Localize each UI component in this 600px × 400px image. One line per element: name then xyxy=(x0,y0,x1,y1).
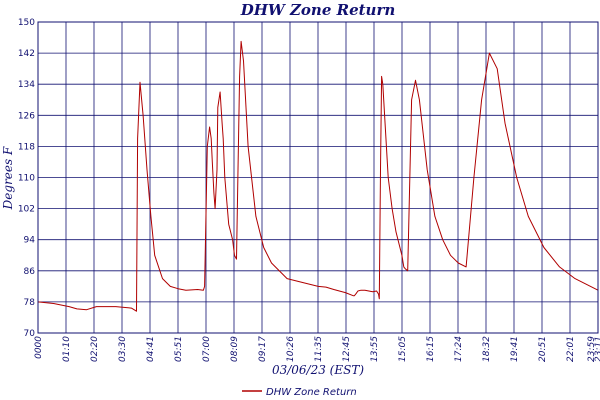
x-tick-label: 20:51 xyxy=(538,336,548,362)
y-tick-label: 86 xyxy=(24,267,36,277)
y-tick-label: 102 xyxy=(18,205,35,215)
y-tick-label: 78 xyxy=(24,298,36,308)
x-tick-labels: 0000 01:10 02:20 03:30 04:41 05:51 07:00 08:09 0… xyxy=(34,336,600,362)
x-tick-label: 11:35 xyxy=(314,336,324,362)
x-tick-label: 10:26 xyxy=(286,336,296,362)
x-tick-label: 12:45 xyxy=(342,336,352,362)
y-tick-label: 126 xyxy=(18,111,35,121)
x-tick-label: 22:01 xyxy=(566,336,576,362)
x-tick-label: 04:41 xyxy=(146,336,156,362)
y-tick-label: 110 xyxy=(18,174,35,184)
x-tick-label: 16:15 xyxy=(426,336,436,362)
y-tick-label: 118 xyxy=(18,142,35,152)
x-tick-label: 07:00 xyxy=(202,336,212,362)
x-tick-label: 01:10 xyxy=(62,336,72,362)
x-tick-label: 17:24 xyxy=(454,336,464,362)
x-tick-label: 08:09 xyxy=(230,336,240,362)
legend: DHW Zone Return xyxy=(242,387,357,398)
y-tick-label: 134 xyxy=(18,80,35,90)
y-tick-labels: 70 78 86 94 102 110 118 126 134 142 150 xyxy=(18,18,35,339)
x-tick-label: 03:30 xyxy=(118,336,128,362)
x-tick-label: 19:41 xyxy=(510,336,520,362)
x-tick-label: 0000 xyxy=(34,336,44,359)
series-layer xyxy=(37,40,599,312)
chart-title: DHW Zone Return xyxy=(240,1,396,19)
plot-frame xyxy=(37,21,599,334)
x-tick-label: 05:51 xyxy=(174,336,184,362)
legend-label: DHW Zone Return xyxy=(266,387,357,398)
y-tick-label: 142 xyxy=(18,49,35,59)
y-tick-label: 94 xyxy=(24,236,36,246)
x-tick-label: 13:55 xyxy=(370,336,380,362)
x-axis-label: 03/06/23 (EST) xyxy=(272,363,364,377)
x-tick-label: 02:20 xyxy=(90,336,100,362)
y-tick-label: 150 xyxy=(18,18,35,28)
x-tick-label: 09:17 xyxy=(258,336,268,362)
series-line-dhw-zone-return xyxy=(37,40,599,312)
x-tick-label: 23:59 xyxy=(587,336,597,362)
y-tick-label: 70 xyxy=(24,329,36,339)
x-tick-label: 15:05 xyxy=(398,336,408,362)
x-tick-label: 23:11 xyxy=(594,336,600,362)
y-axis-label: Degrees F xyxy=(1,146,15,210)
x-tick-label: 18:32 xyxy=(482,336,492,362)
